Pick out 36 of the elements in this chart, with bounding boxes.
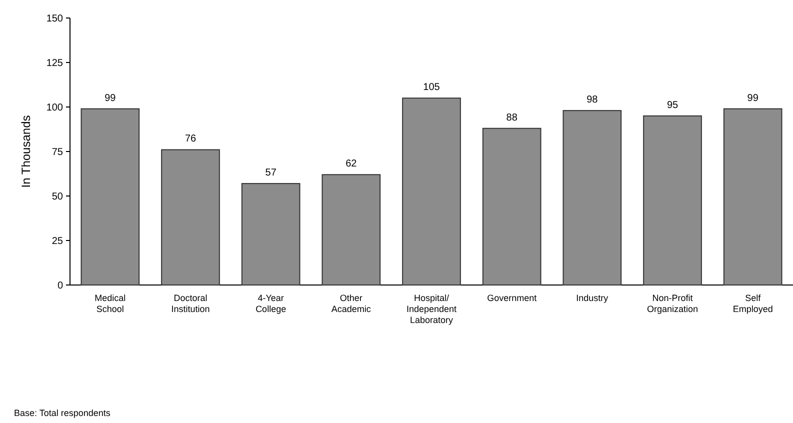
data-label: 98	[586, 94, 598, 106]
data-label: 62	[346, 158, 358, 170]
text: Base: Total respondents	[14, 408, 111, 418]
y-tick-label: 100	[46, 102, 64, 114]
x-tick-label: 4-Year College	[256, 293, 286, 314]
data-label: 99	[104, 92, 116, 104]
bar	[241, 183, 300, 286]
data-label: 95	[666, 100, 678, 111]
bar	[161, 149, 220, 286]
y-axis-title: In Thousands	[19, 115, 33, 188]
y-tick-label: 125	[46, 58, 64, 69]
x-tick-label: Hospital/ Independent Laboratory	[406, 293, 458, 325]
bar	[322, 174, 381, 286]
data-label: 88	[506, 112, 518, 124]
data-label: 76	[184, 134, 196, 145]
y-tick-label: 50	[52, 192, 64, 202]
bar	[562, 110, 622, 286]
x-tick-label: Non-Profit Organization	[646, 293, 698, 314]
y-tick-label: 0	[57, 280, 64, 292]
bar	[80, 108, 140, 286]
bar	[643, 115, 702, 286]
x-tick-label: Medical School	[94, 293, 126, 314]
x-tick-label: Doctoral Institution	[171, 293, 210, 314]
x-tick-label: Government	[487, 293, 538, 303]
bar	[482, 128, 542, 286]
y-tick-label: 75	[52, 147, 64, 158]
y-tick-label: 25	[52, 236, 64, 247]
data-label: 57	[265, 168, 277, 179]
bar	[723, 108, 782, 286]
y-tick-label: 150	[46, 14, 64, 24]
x-tick-label: Self Employed	[732, 293, 773, 314]
x-tick-label: Industry	[576, 293, 609, 303]
data-label: 105	[423, 82, 440, 94]
x-tick-label: Other Academic	[331, 293, 372, 314]
bar	[402, 98, 461, 286]
data-label: 99	[747, 92, 759, 104]
